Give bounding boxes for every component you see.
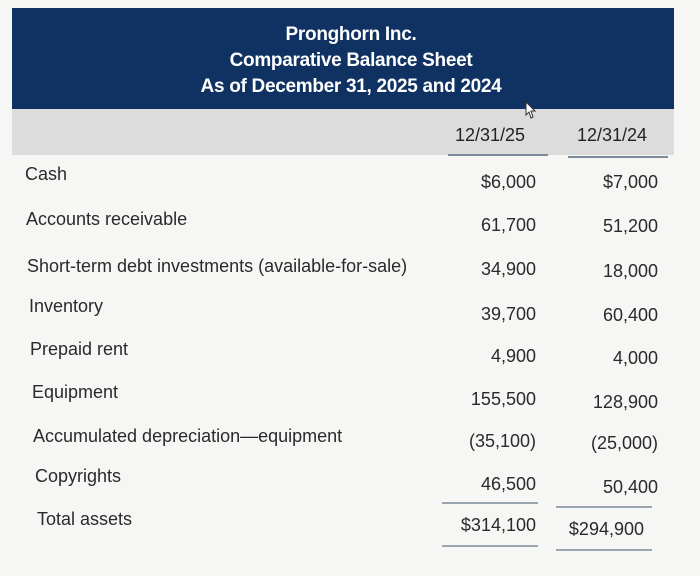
value-short-term-investments-2025: 34,900	[480, 259, 536, 279]
company-name: Pronghorn Inc.	[285, 24, 417, 45]
row-label-prepaid-rent: Prepaid rent	[30, 339, 129, 359]
value-accounts-receivable-2025: 61,700	[480, 215, 536, 235]
column-header-underline-2024	[568, 156, 668, 158]
statement-period: As of December 31, 2025 and 2024	[200, 76, 502, 97]
row-label-copyrights: Copyrights	[35, 466, 122, 486]
value-total-assets-2025: $314,100	[460, 515, 536, 535]
value-inventory-2025: 39,700	[480, 304, 536, 324]
subtotal-rule-2024	[556, 506, 652, 508]
value-short-term-investments-2024: 18,000	[602, 261, 658, 281]
value-prepaid-rent-2025: 4,900	[490, 346, 536, 366]
row-label-accounts-receivable: Accounts receivable	[26, 209, 188, 229]
row-label-accumulated-depreciation: Accumulated depreciation—equipment	[33, 426, 343, 446]
row-label-total-assets: Total assets	[37, 509, 133, 529]
pointer-cursor-icon	[525, 100, 537, 119]
row-label-inventory: Inventory	[29, 296, 104, 316]
column-header-underline-2025	[448, 154, 548, 156]
value-accumulated-depreciation-2025: (35,100)	[468, 431, 536, 451]
value-accumulated-depreciation-2024: (25,000)	[590, 433, 658, 453]
statement-title: Comparative Balance Sheet	[229, 50, 473, 71]
column-header-2024: 12/31/24	[577, 125, 648, 145]
row-label-equipment: Equipment	[32, 382, 119, 402]
value-prepaid-rent-2024: 4,000	[612, 348, 658, 368]
value-cash-2024: $7,000	[602, 172, 658, 192]
column-header-2025: 12/31/25	[455, 125, 526, 145]
value-copyrights-2025: 46,500	[480, 474, 536, 494]
subtotal-rule-2025	[442, 502, 538, 504]
column-header-band	[12, 109, 674, 155]
value-total-assets-2024: $294,900	[568, 519, 644, 539]
row-label-cash: Cash	[25, 164, 68, 184]
statement-header: Pronghorn Inc. Comparative Balance Sheet…	[12, 8, 674, 109]
value-copyrights-2024: 50,400	[602, 477, 658, 497]
value-equipment-2024: 128,900	[592, 392, 658, 412]
value-cash-2025: $6,000	[480, 172, 536, 192]
value-equipment-2025: 155,500	[470, 389, 536, 409]
total-double-rule-2025	[442, 545, 538, 547]
value-accounts-receivable-2024: 51,200	[602, 216, 658, 236]
value-inventory-2024: 60,400	[602, 305, 658, 325]
row-label-short-term-investments: Short-term debt investments (available-f…	[27, 256, 408, 276]
total-double-rule-2024	[556, 549, 652, 551]
